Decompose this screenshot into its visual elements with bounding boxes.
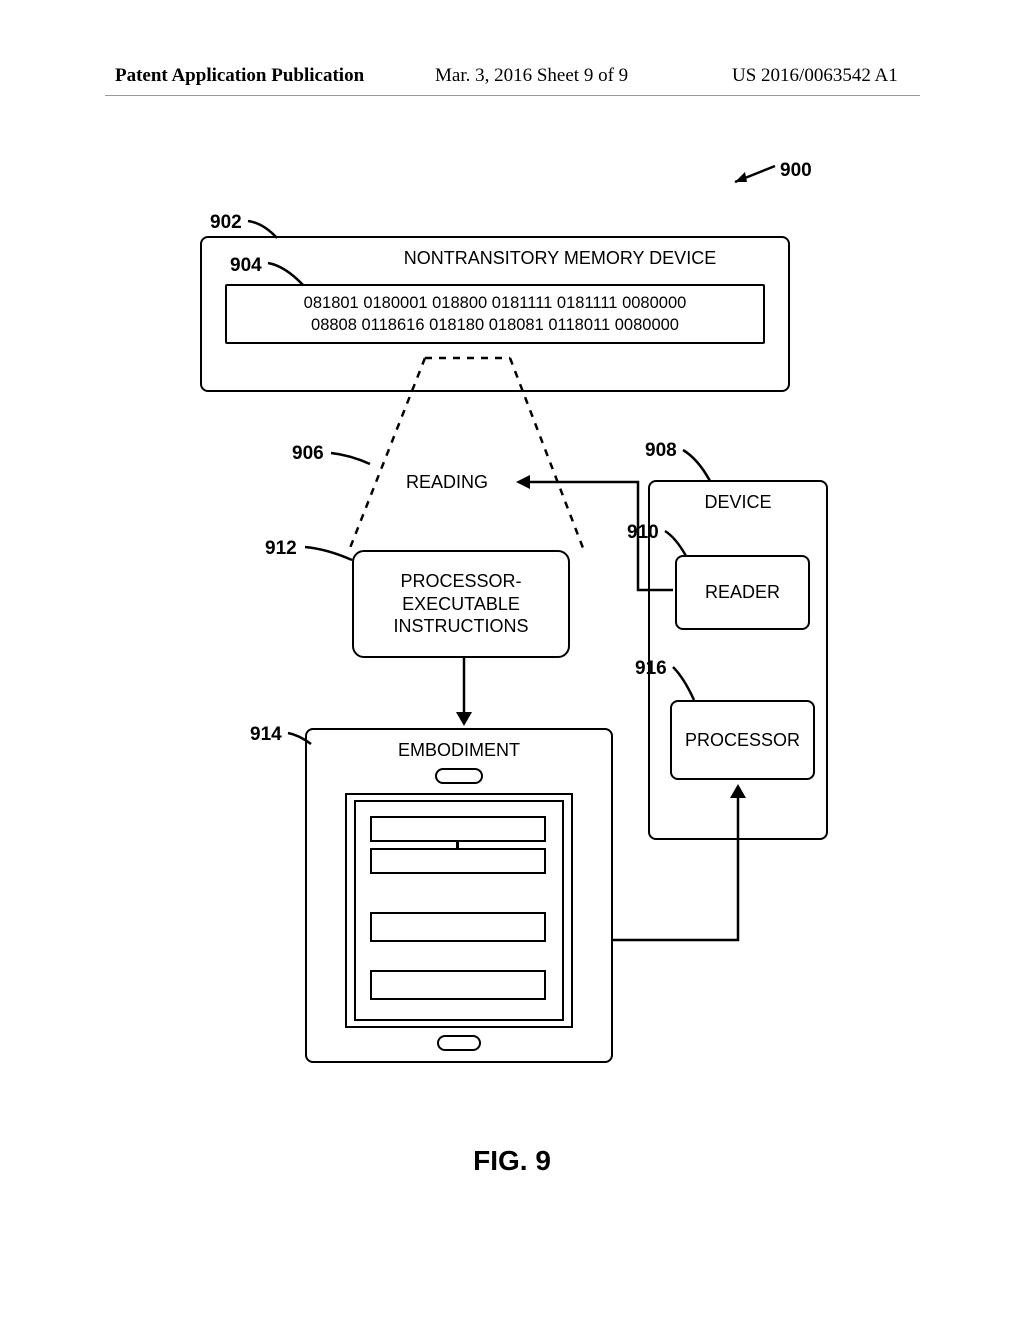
ref-906-leader: [328, 450, 376, 470]
instructions-line2: EXECUTABLE: [402, 593, 520, 616]
patent-figure-page: Patent Application Publication Mar. 3, 2…: [0, 0, 1024, 1320]
ref-912-leader: [302, 544, 357, 566]
header-rule: [105, 95, 920, 96]
header-mid: Mar. 3, 2016 Sheet 9 of 9: [435, 65, 628, 87]
memory-device-title: NONTRANSITORY MEMORY DEVICE: [400, 248, 720, 269]
ref-908-leader: [680, 447, 720, 485]
reader-box: READER: [675, 555, 810, 630]
reading-label: READING: [406, 472, 488, 493]
data-line-1: 081801 0180001 018800 0181111 0181111 00…: [227, 292, 763, 314]
embodiment-bar-3: [370, 912, 546, 942]
ref-902: 902: [210, 212, 242, 234]
header-left: Patent Application Publication: [115, 65, 364, 87]
ref-906: 906: [292, 443, 324, 465]
embodiment-connector-12: [456, 842, 459, 848]
embodiment-inner-frame-inner: [354, 800, 564, 1021]
embodiment-box: EMBODIMENT: [305, 728, 613, 1063]
instructions-line3: INSTRUCTIONS: [394, 615, 529, 638]
ref-916-leader: [670, 664, 702, 704]
figure-area: 900 902 NONTRANSITORY MEMORY DEVICE 0818…: [150, 160, 890, 1080]
embodiment-to-processor-arrow: [613, 780, 783, 950]
ref-912: 912: [265, 538, 297, 560]
embodiment-bottom-pill: [437, 1035, 481, 1051]
reader-label: READER: [705, 581, 780, 604]
header-right: US 2016/0063542 A1: [732, 65, 898, 87]
reader-to-reading-arrow: [508, 470, 678, 600]
embodiment-label: EMBODIMENT: [307, 740, 611, 761]
embodiment-bar-4: [370, 970, 546, 1000]
ref-902-leader: [245, 218, 285, 243]
binary-data-box: 081801 0180001 018800 0181111 0181111 00…: [225, 284, 765, 344]
processor-box: PROCESSOR: [670, 700, 815, 780]
ref-914: 914: [250, 724, 282, 746]
figure-caption: FIG. 9: [0, 1145, 1024, 1177]
ref-904-leader: [265, 260, 310, 290]
instructions-to-embodiment-arrow: [452, 658, 476, 730]
data-line-2: 08808 0118616 018180 018081 0118011 0080…: [227, 314, 763, 336]
ref-904: 904: [230, 255, 262, 277]
embodiment-top-pill: [435, 768, 483, 784]
ref-908: 908: [645, 440, 677, 462]
embodiment-bar-1: [370, 816, 546, 842]
embodiment-bar-2: [370, 848, 546, 874]
processor-label: PROCESSOR: [685, 729, 800, 752]
ref-916: 916: [635, 658, 667, 680]
instructions-line1: PROCESSOR-: [400, 570, 521, 593]
ref-914-leader: [285, 730, 315, 748]
ref-900-arrow: [725, 160, 785, 190]
